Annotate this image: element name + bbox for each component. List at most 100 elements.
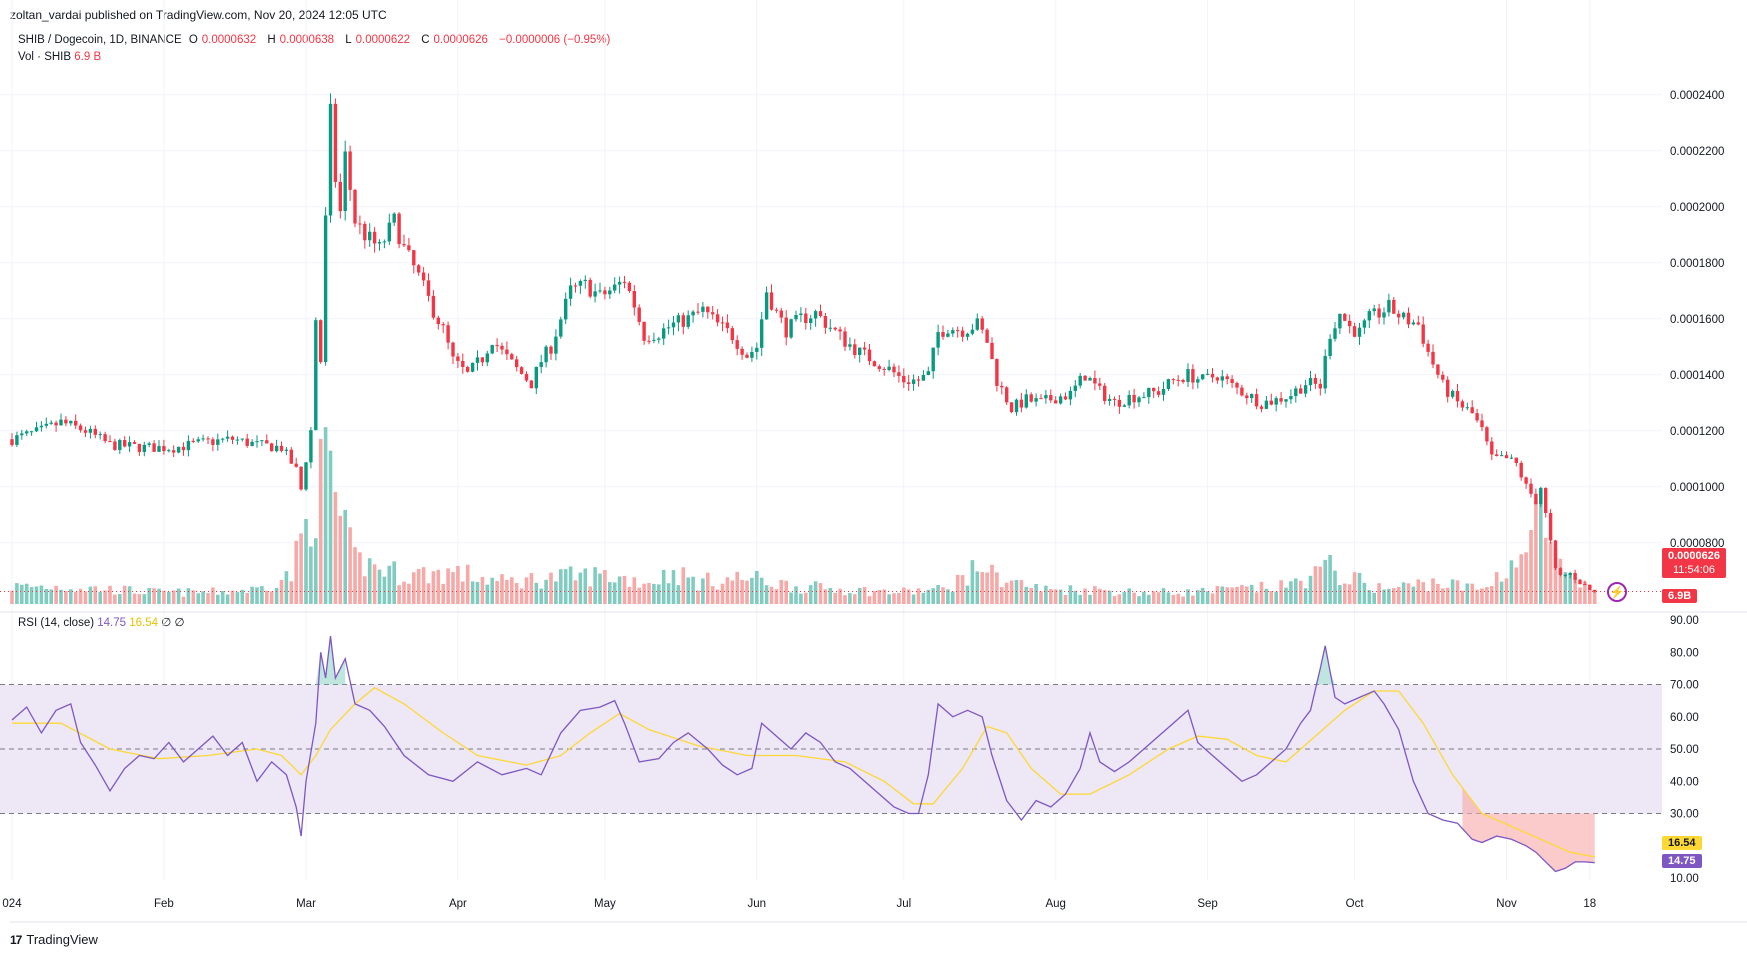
time-tick-label: Oct (1346, 898, 1365, 910)
volume-label: Vol · SHIB (18, 51, 72, 63)
chart-canvas[interactable]: 0.0000800 0.0001000 0.0001200 0.0001400 0.00… (0, 0, 1747, 930)
candle-body (485, 353, 489, 363)
time-tick-label: May (594, 898, 616, 910)
candle-body (1024, 394, 1028, 408)
candle-body (549, 346, 553, 354)
volume-bar (39, 585, 44, 604)
candle-body (936, 332, 940, 348)
volume-legend[interactable]: Vol · SHIB 6.9 B (18, 51, 101, 63)
candle-body (1529, 483, 1533, 494)
volume-bar (1313, 566, 1318, 604)
volume-bar (1465, 583, 1470, 604)
candle-body (480, 357, 485, 363)
volume-bar (167, 591, 171, 604)
candle-body (1475, 413, 1479, 421)
price-tick-label: 0.0001200 (1670, 426, 1724, 438)
candle-body (1044, 395, 1048, 399)
volume-bar (1509, 560, 1514, 604)
volume-bar (284, 571, 289, 604)
volume-bar (1029, 587, 1033, 604)
candle-body (740, 348, 744, 355)
candle-body (583, 279, 587, 281)
price-tick-label: 0.0002400 (1670, 90, 1724, 102)
candle-body (1338, 313, 1342, 329)
volume-bar (1112, 596, 1117, 604)
candle-body (1122, 405, 1126, 407)
candle-body (750, 351, 754, 358)
volume-bar (108, 585, 112, 604)
volume-bar (534, 582, 539, 604)
candle-body (608, 290, 612, 295)
volume-bar (1558, 558, 1563, 604)
volume-bar (216, 594, 220, 604)
candle-body (412, 250, 416, 266)
candle-body (1073, 385, 1077, 391)
symbol-legend[interactable]: SHIB / Dogecoin, 1D, BINANCE O 0.0000632 … (18, 34, 614, 46)
volume-bar (29, 587, 34, 604)
candle-body (1490, 441, 1494, 455)
candle-body (833, 327, 837, 330)
volume-bar (480, 576, 485, 604)
volume-bar (804, 592, 808, 604)
volume-bar (1151, 591, 1156, 604)
candle-body (181, 446, 186, 451)
volume-bar (1249, 584, 1254, 604)
candle-body (1284, 399, 1288, 402)
price-tick-label: 0.0002200 (1670, 146, 1724, 158)
volume-bar (299, 533, 303, 604)
candle-body (1328, 338, 1332, 356)
candle-body (916, 379, 921, 381)
candle-body (647, 340, 651, 342)
footer-brand[interactable]: 17 TradingView (10, 932, 98, 947)
candle-body (769, 292, 774, 310)
volume-bar (926, 589, 931, 604)
candle-body (1068, 390, 1073, 400)
candle-body (1460, 401, 1465, 408)
volume-bar (681, 567, 686, 604)
candle-body (809, 318, 813, 324)
symbol-title[interactable]: SHIB / Dogecoin, 1D, BINANCE (18, 34, 182, 46)
volume-bar (446, 568, 450, 604)
volume-bar (1171, 594, 1176, 604)
volume-bar (1494, 572, 1499, 604)
volume-bar (465, 564, 470, 604)
candle-body (568, 285, 573, 299)
volume-bar (902, 587, 906, 604)
volume-bar (127, 586, 132, 604)
volume-bar (20, 584, 24, 604)
volume-bar (1529, 529, 1533, 604)
volume-bar (294, 540, 298, 604)
volume-bar (975, 571, 980, 604)
volume-bar (343, 509, 347, 604)
volume-bar (559, 569, 563, 604)
candle-body (279, 445, 284, 451)
candle-body (622, 281, 627, 283)
volume-bar (1156, 592, 1161, 604)
volume-bar (1548, 542, 1553, 604)
time-tick-label: Feb (154, 898, 174, 910)
volume-bar (1352, 572, 1357, 604)
candle-body (804, 313, 808, 324)
candle-body (813, 311, 818, 319)
volume-bar (657, 584, 661, 604)
candle-body (1088, 378, 1092, 381)
volume-bar (941, 587, 945, 604)
volume-bar (882, 589, 886, 604)
volume-bar (387, 565, 392, 604)
rsi-legend[interactable]: RSI (14, close) 14.75 16.54 ∅ ∅ (18, 615, 185, 629)
candle-body (446, 325, 450, 343)
candle-body (49, 422, 53, 424)
flash-icon[interactable]: ⚡ (1607, 582, 1627, 602)
candle-body (818, 311, 823, 317)
volume-bar (755, 570, 759, 604)
volume-bar (1117, 594, 1122, 604)
rsi-tick-label: 90.00 (1670, 615, 1699, 627)
candle-body (1019, 399, 1024, 408)
volume-bar (78, 588, 83, 604)
candle-body (1171, 379, 1175, 381)
volume-bar (1333, 570, 1337, 604)
volume-bar (1573, 577, 1577, 604)
volume-bar (1298, 580, 1303, 604)
volume-bar (1485, 587, 1489, 604)
volume-bar (230, 590, 235, 604)
